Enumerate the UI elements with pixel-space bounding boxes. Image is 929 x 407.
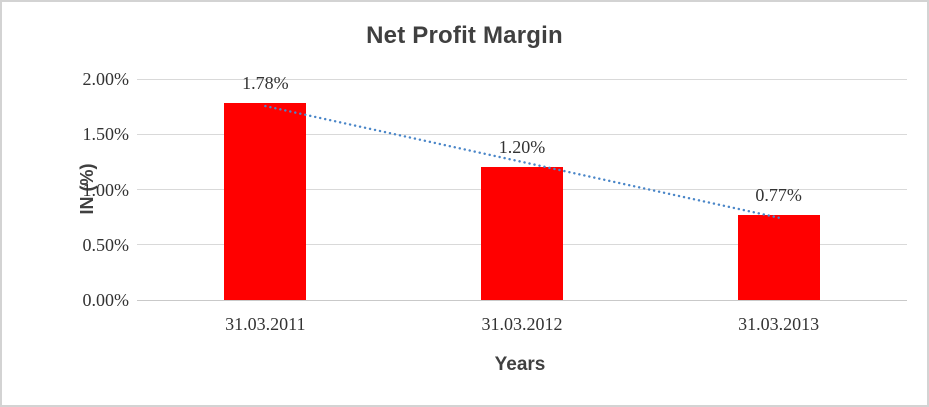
y-tick-label: 1.50% bbox=[82, 124, 130, 145]
bar bbox=[481, 167, 563, 300]
x-axis-title: Years bbox=[494, 354, 546, 375]
y-tick-label: 1.00% bbox=[82, 179, 130, 200]
bar-value-label: 0.77% bbox=[755, 184, 802, 205]
chart-title: Net Profit Margin bbox=[366, 22, 563, 49]
y-tick-label: 2.00% bbox=[82, 69, 130, 89]
x-tick-label: 31.03.2013 bbox=[738, 314, 820, 334]
y-tick-label: 0.00% bbox=[82, 290, 130, 310]
bar-value-label: 1.20% bbox=[498, 137, 546, 158]
bar bbox=[224, 103, 307, 300]
x-tick-label: 31.03.2011 bbox=[225, 314, 306, 334]
y-tick-label: 0.50% bbox=[82, 234, 130, 255]
x-axis-line bbox=[137, 299, 907, 301]
x-tick-label: 31.03.2012 bbox=[481, 314, 563, 334]
bar bbox=[737, 214, 820, 300]
bar-value-label: 1.78% bbox=[242, 73, 289, 94]
gridline bbox=[137, 78, 907, 80]
